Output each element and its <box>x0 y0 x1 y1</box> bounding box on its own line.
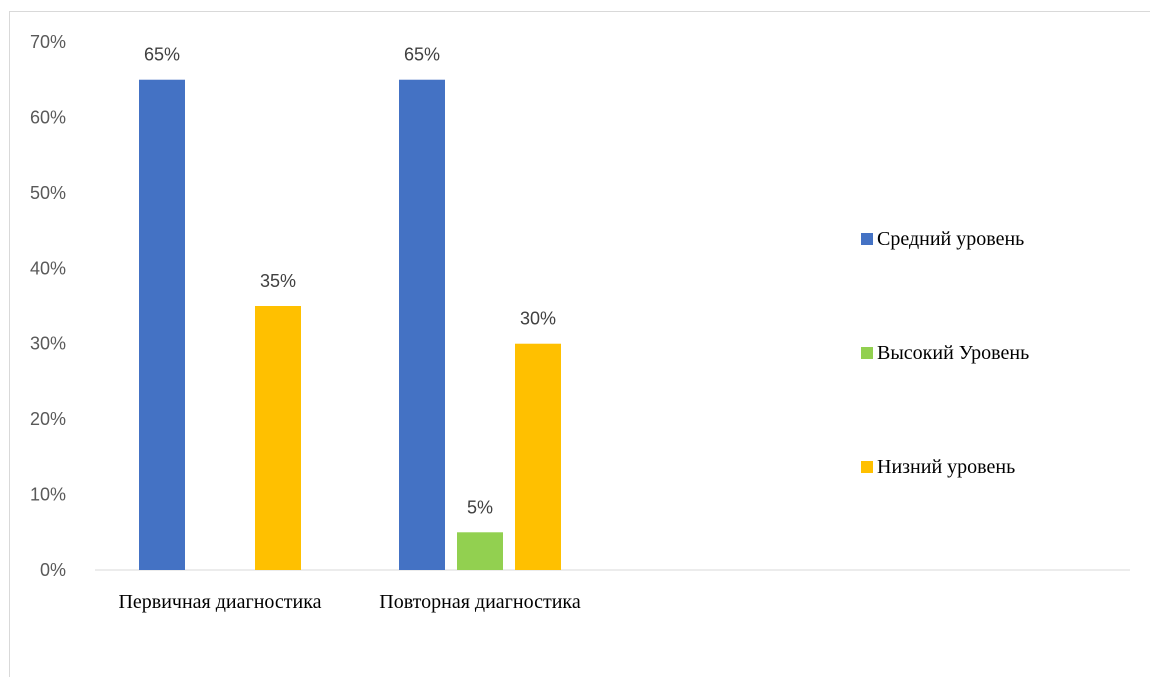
legend-swatch <box>861 347 873 359</box>
y-tick-label: 50% <box>30 183 66 203</box>
chart-frame <box>9 11 1150 677</box>
bar <box>255 306 301 570</box>
bar <box>515 343 561 570</box>
data-label: 65% <box>404 45 440 65</box>
category-label: Повторная диагностика <box>379 591 581 613</box>
legend-label: Средний уровень <box>877 228 1024 250</box>
y-tick-label: 40% <box>30 258 66 278</box>
legend-swatch <box>861 233 873 245</box>
y-axis-ticks: 0% 10% 20% 30% 40% 50% 60% 70% <box>30 32 66 580</box>
data-label: 5% <box>467 497 493 517</box>
bars <box>139 79 561 570</box>
y-tick-label: 30% <box>30 334 66 354</box>
bar <box>139 79 185 570</box>
y-tick-label: 0% <box>40 560 66 580</box>
data-labels: 65% 35% 65% 5% 30% <box>144 45 556 518</box>
legend: Средний уровень Высокий Уровень Низний уро… <box>861 228 1029 478</box>
legend-label: Низний уровень <box>877 456 1015 478</box>
y-tick-label: 10% <box>30 485 66 505</box>
y-tick-label: 70% <box>30 32 66 52</box>
legend-label: Высокий Уровень <box>877 342 1029 364</box>
bar <box>399 79 445 570</box>
data-label: 65% <box>144 45 180 65</box>
category-labels: Первичная диагностика Повторная диагности… <box>118 591 580 613</box>
data-label: 35% <box>260 271 296 291</box>
y-tick-label: 20% <box>30 409 66 429</box>
category-label: Первичная диагностика <box>118 591 321 613</box>
bar <box>457 532 503 570</box>
data-label: 30% <box>520 309 556 329</box>
legend-swatch <box>861 461 873 473</box>
y-tick-label: 60% <box>30 107 66 127</box>
